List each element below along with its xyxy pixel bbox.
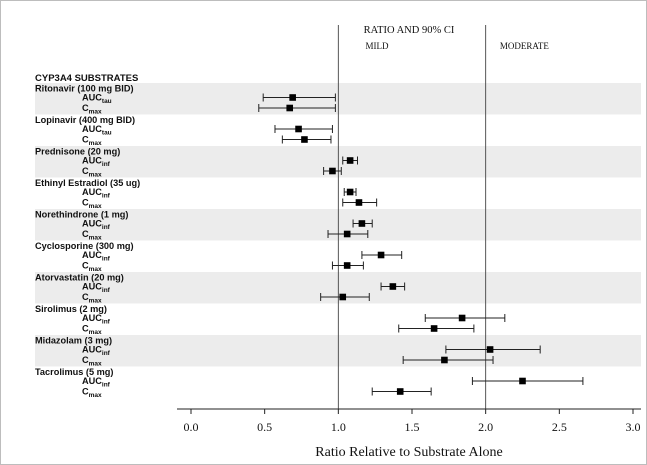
point-estimate <box>458 314 466 322</box>
drug-label: Atorvastatin (20 mg) <box>35 273 124 283</box>
param-label: Cmax <box>82 387 102 400</box>
drug-label: Tacrolimus (5 mg) <box>35 367 113 377</box>
drug-label: Ethinyl Estradiol (35 ug) <box>35 178 140 188</box>
point-estimate <box>295 125 302 133</box>
param-label: AUCinf <box>82 156 111 169</box>
param-label: Cmax <box>82 355 102 368</box>
param-label: Cmax <box>82 229 102 242</box>
drug-label: Cyclosporine (300 mg) <box>35 241 134 251</box>
param-label: AUCinf <box>82 219 111 232</box>
drug-label: Lopinavir (400 mg BID) <box>35 115 135 125</box>
reference-lines <box>337 25 487 409</box>
x-tick-label: 2.0 <box>478 420 493 434</box>
point-estimate <box>339 293 347 301</box>
point-estimate <box>377 251 385 259</box>
region-label: MODERATE <box>500 41 550 51</box>
param-label: AUCinf <box>82 282 111 295</box>
drug-label: Midazolam (3 mg) <box>35 336 112 346</box>
x-tick-label: 0.0 <box>184 420 199 434</box>
chart-title: RATIO AND 90% CI <box>364 25 455 36</box>
point-estimate <box>301 136 308 143</box>
point-estimate <box>286 104 294 112</box>
point-estimate <box>355 199 363 206</box>
group-header: CYP3A4 SUBSTRATES <box>35 73 138 84</box>
point-estimate <box>358 220 366 227</box>
point-estimate <box>346 188 354 196</box>
param-label: AUCinf <box>82 187 111 200</box>
x-tick-label: 2.5 <box>552 420 567 434</box>
x-tick-label: 1.5 <box>405 420 420 434</box>
param-label: AUCinf <box>82 345 111 358</box>
x-tick-label: 0.5 <box>257 420 272 434</box>
drug-label: Sirolimus (2 mg) <box>35 304 107 314</box>
point-estimate <box>289 94 296 101</box>
drug-label: Norethindrone (1 mg) <box>35 210 128 220</box>
point-estimate <box>343 262 351 269</box>
param-label: AUCtau <box>82 93 112 106</box>
x-axis: 0.0 0.5 1.0 1.5 2.0 2.5 3.0 <box>177 408 641 434</box>
point-estimate <box>329 167 336 175</box>
point-estimate <box>441 356 448 364</box>
point-estimate <box>396 388 404 395</box>
drug-label: Prednisone (20 mg) <box>35 147 120 157</box>
param-label: Cmax <box>82 166 102 179</box>
param-label: Cmax <box>82 135 102 148</box>
x-axis-label: Ratio Relative to Substrate Alone <box>315 445 502 460</box>
param-label: AUCtau <box>82 124 112 137</box>
param-label: Cmax <box>82 324 102 337</box>
point-estimate <box>486 346 494 353</box>
row-labels: Ritonavir (100 mg BID)AUCtauCmaxLopinavi… <box>35 84 140 400</box>
param-label: AUCinf <box>82 376 111 389</box>
param-label: Cmax <box>82 292 102 305</box>
param-label: AUCinf <box>82 313 111 326</box>
point-estimate <box>343 230 351 238</box>
region-labels: MILD MODERATE <box>366 41 550 51</box>
param-label: Cmax <box>82 198 102 211</box>
point-estimate <box>389 283 397 290</box>
x-tick-label: 3.0 <box>626 420 641 434</box>
point-estimate <box>430 325 438 332</box>
point-estimate <box>519 377 526 385</box>
data-marks <box>258 93 584 396</box>
x-tick-label: 1.0 <box>331 420 346 434</box>
region-label: MILD <box>366 41 389 51</box>
param-label: AUCinf <box>82 250 111 263</box>
point-estimate <box>346 157 354 164</box>
drug-label: Ritonavir (100 mg BID) <box>35 84 134 94</box>
param-label: Cmax <box>82 103 102 116</box>
param-label: Cmax <box>82 261 102 274</box>
